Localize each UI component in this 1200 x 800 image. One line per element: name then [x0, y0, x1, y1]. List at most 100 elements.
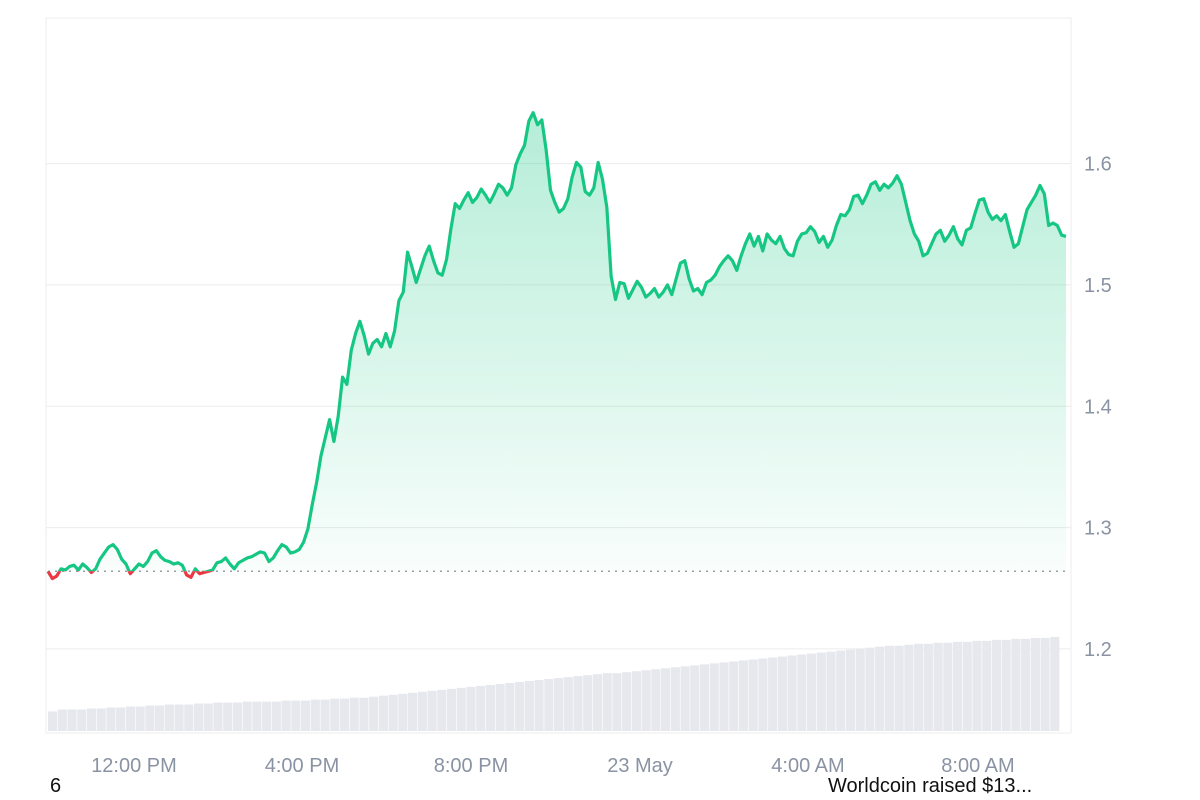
- volume-bar: [933, 642, 943, 731]
- volume-bar: [291, 700, 301, 731]
- y-tick-label: 1.3: [1084, 518, 1112, 540]
- footer-left-text: 6: [50, 775, 62, 797]
- x-axis: 12:00 PM 4:00 PM 8:00 PM 23 May 4:00 AM 8:00 …: [91, 755, 1015, 777]
- volume-bar: [631, 671, 641, 731]
- y-tick-label: 1.5: [1084, 275, 1112, 297]
- volume-bar: [729, 661, 739, 731]
- volume-bar: [534, 680, 544, 731]
- volume-bar: [125, 706, 135, 731]
- volume-bar: [281, 700, 291, 731]
- volume-bar: [330, 698, 340, 731]
- volume-bar: [865, 647, 875, 731]
- volume-bar: [777, 656, 787, 731]
- volume-bar: [203, 703, 213, 731]
- volume-bar: [135, 706, 145, 731]
- volume-bar: [690, 665, 700, 731]
- x-tick-label: 4:00 PM: [265, 755, 339, 777]
- volume-bar: [952, 641, 963, 731]
- volume-bar: [524, 681, 534, 731]
- volume-bar: [67, 709, 77, 731]
- volume-bar: [554, 678, 564, 731]
- volume-bar: [670, 667, 680, 731]
- volume-bar: [184, 704, 194, 731]
- x-tick-label: 4:00 AM: [771, 755, 844, 777]
- volume-bar: [845, 649, 856, 731]
- x-tick-label: 12:00 PM: [91, 755, 177, 777]
- y-tick-label: 1.2: [1084, 639, 1112, 661]
- volume-bar: [894, 645, 904, 731]
- volume-bar: [427, 690, 437, 731]
- volume-bar: [378, 695, 388, 731]
- volume-bar: [466, 686, 476, 731]
- volume-bar: [836, 650, 846, 731]
- volume-bar: [1050, 636, 1060, 731]
- volume-bar: [437, 689, 447, 731]
- volume-bar: [446, 688, 457, 731]
- volume-bar: [884, 645, 894, 731]
- plot-frame: [45, 17, 1072, 734]
- x-tick-label: 8:00 AM: [941, 755, 1014, 777]
- volume-bar: [349, 697, 359, 731]
- volume-bar: [758, 658, 768, 731]
- volume-bar: [145, 705, 155, 731]
- volume-bar: [962, 641, 972, 731]
- volume-bar: [612, 673, 622, 731]
- volume-bar: [787, 655, 797, 731]
- volume-bar: [797, 654, 807, 731]
- volume-bar: [116, 707, 126, 731]
- volume-bar: [57, 709, 67, 731]
- price-line-up: [47, 111, 1067, 572]
- volume-bar: [622, 672, 632, 731]
- volume-bar: [768, 657, 778, 731]
- volume-bar: [359, 697, 369, 731]
- volume-bar: [1040, 637, 1050, 731]
- x-tick-label: 8:00 PM: [434, 755, 508, 777]
- volume-bar: [223, 702, 233, 731]
- volume-bar: [388, 694, 398, 731]
- volume-bar: [1011, 638, 1021, 731]
- news-ticker-text[interactable]: Worldcoin raised $13...: [828, 775, 1033, 797]
- volume-bars: [48, 636, 1060, 731]
- volume-bar: [719, 662, 729, 731]
- volume-bar: [417, 691, 427, 731]
- volume-bar: [106, 707, 116, 731]
- volume-bar: [738, 660, 749, 731]
- volume-bar: [826, 651, 836, 731]
- volume-bar: [661, 668, 671, 731]
- volume-bar: [573, 676, 583, 731]
- price-area-fill: [48, 112, 1066, 572]
- volume-bar: [77, 709, 87, 731]
- volume-bar: [807, 653, 817, 731]
- volume-bar: [699, 664, 710, 731]
- volume-bar: [1030, 637, 1040, 731]
- volume-bar: [252, 701, 262, 731]
- volume-bar: [923, 643, 933, 731]
- volume-bar: [495, 683, 505, 731]
- volume-bar: [914, 643, 924, 731]
- volume-bar: [680, 666, 690, 731]
- volume-bar: [563, 677, 573, 731]
- volume-bar: [651, 669, 661, 731]
- volume-bar: [96, 708, 106, 731]
- volume-bar: [456, 687, 466, 731]
- volume-bar: [369, 696, 379, 731]
- volume-bar: [155, 705, 165, 731]
- volume-bar: [476, 685, 486, 731]
- y-tick-label: 1.6: [1084, 154, 1112, 176]
- volume-bar: [641, 670, 651, 731]
- volume-bar: [505, 682, 515, 731]
- volume-bar: [904, 644, 914, 731]
- volume-bar: [262, 701, 272, 731]
- volume-bar: [86, 708, 97, 731]
- volume-bar: [982, 640, 992, 731]
- volume-bar: [398, 693, 408, 731]
- volume-bar: [408, 692, 418, 731]
- volume-bar: [1021, 638, 1031, 731]
- volume-bar: [991, 639, 1002, 731]
- volume-bar: [485, 684, 496, 731]
- volume-bar: [583, 675, 593, 731]
- y-axis: 1.2 1.3 1.4 1.5 1.6: [1084, 154, 1112, 661]
- volume-bar: [875, 646, 885, 731]
- volume-bar: [816, 652, 826, 731]
